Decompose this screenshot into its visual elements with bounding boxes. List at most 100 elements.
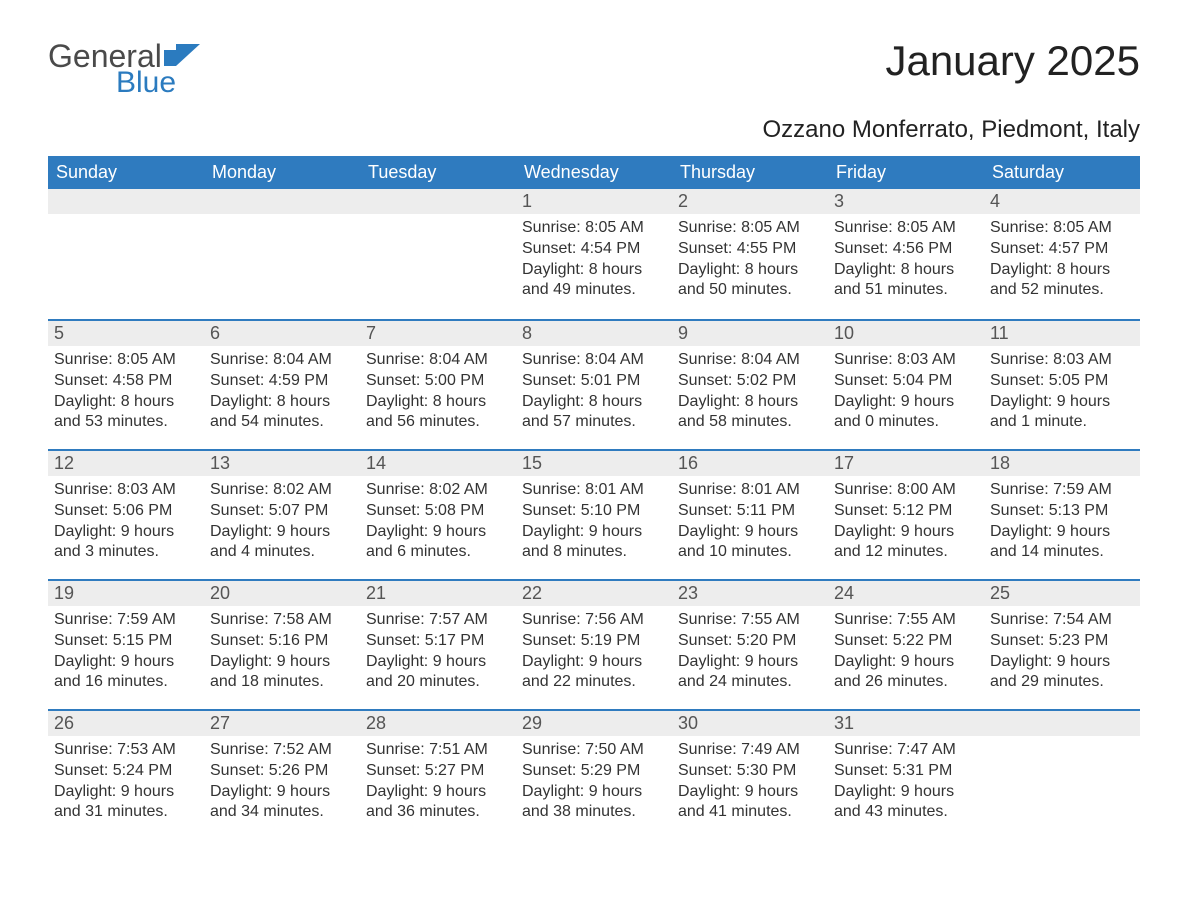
calendar-day-cell: 15Sunrise: 8:01 AMSunset: 5:10 PMDayligh… — [516, 449, 672, 579]
sunset-text: Sunset: 5:00 PM — [366, 371, 510, 392]
calendar-day-cell: 12Sunrise: 8:03 AMSunset: 5:06 PMDayligh… — [48, 449, 204, 579]
daylight1-text: Daylight: 9 hours — [834, 392, 978, 413]
sunset-text: Sunset: 4:59 PM — [210, 371, 354, 392]
calendar-day-cell: 6Sunrise: 8:04 AMSunset: 4:59 PMDaylight… — [204, 319, 360, 449]
sunset-text: Sunset: 5:02 PM — [678, 371, 822, 392]
sunrise-text: Sunrise: 7:56 AM — [522, 610, 666, 631]
sunrise-text: Sunrise: 8:05 AM — [54, 350, 198, 371]
day-details: Sunrise: 7:55 AMSunset: 5:20 PMDaylight:… — [672, 606, 828, 701]
calendar-day-cell: 1Sunrise: 8:05 AMSunset: 4:54 PMDaylight… — [516, 189, 672, 319]
day-details: Sunrise: 8:05 AMSunset: 4:54 PMDaylight:… — [516, 214, 672, 309]
day-number: 12 — [48, 449, 204, 476]
day-details: Sunrise: 7:52 AMSunset: 5:26 PMDaylight:… — [204, 736, 360, 831]
day-details: Sunrise: 7:54 AMSunset: 5:23 PMDaylight:… — [984, 606, 1140, 701]
sunrise-text: Sunrise: 8:05 AM — [990, 218, 1134, 239]
daylight2-text: and 4 minutes. — [210, 542, 354, 563]
day-number: 16 — [672, 449, 828, 476]
day-details: Sunrise: 7:50 AMSunset: 5:29 PMDaylight:… — [516, 736, 672, 831]
sunrise-text: Sunrise: 7:57 AM — [366, 610, 510, 631]
day-details: Sunrise: 8:04 AMSunset: 5:01 PMDaylight:… — [516, 346, 672, 441]
day-number: 29 — [516, 709, 672, 736]
calendar-day-cell: 4Sunrise: 8:05 AMSunset: 4:57 PMDaylight… — [984, 189, 1140, 319]
day-number: 30 — [672, 709, 828, 736]
daylight2-text: and 1 minute. — [990, 412, 1134, 433]
daylight1-text: Daylight: 8 hours — [678, 392, 822, 413]
daylight2-text: and 0 minutes. — [834, 412, 978, 433]
daylight1-text: Daylight: 9 hours — [990, 652, 1134, 673]
calendar-day-cell: 3Sunrise: 8:05 AMSunset: 4:56 PMDaylight… — [828, 189, 984, 319]
day-number: 7 — [360, 319, 516, 346]
daylight1-text: Daylight: 9 hours — [834, 652, 978, 673]
sunset-text: Sunset: 5:30 PM — [678, 761, 822, 782]
sunset-text: Sunset: 5:31 PM — [834, 761, 978, 782]
day-number — [984, 709, 1140, 736]
calendar-day-cell: 5Sunrise: 8:05 AMSunset: 4:58 PMDaylight… — [48, 319, 204, 449]
calendar-day-cell: 23Sunrise: 7:55 AMSunset: 5:20 PMDayligh… — [672, 579, 828, 709]
daylight1-text: Daylight: 8 hours — [210, 392, 354, 413]
day-details: Sunrise: 8:02 AMSunset: 5:08 PMDaylight:… — [360, 476, 516, 571]
sunset-text: Sunset: 5:01 PM — [522, 371, 666, 392]
sunset-text: Sunset: 5:20 PM — [678, 631, 822, 652]
sunset-text: Sunset: 5:15 PM — [54, 631, 198, 652]
daylight2-text: and 43 minutes. — [834, 802, 978, 823]
sunset-text: Sunset: 5:11 PM — [678, 501, 822, 522]
daylight1-text: Daylight: 9 hours — [990, 392, 1134, 413]
daylight1-text: Daylight: 9 hours — [210, 782, 354, 803]
daylight2-text: and 29 minutes. — [990, 672, 1134, 693]
daylight1-text: Daylight: 9 hours — [366, 782, 510, 803]
daylight2-text: and 57 minutes. — [522, 412, 666, 433]
daylight2-text: and 56 minutes. — [366, 412, 510, 433]
calendar-day-cell: 25Sunrise: 7:54 AMSunset: 5:23 PMDayligh… — [984, 579, 1140, 709]
sunset-text: Sunset: 5:23 PM — [990, 631, 1134, 652]
sunset-text: Sunset: 5:27 PM — [366, 761, 510, 782]
day-number: 11 — [984, 319, 1140, 346]
day-details: Sunrise: 7:55 AMSunset: 5:22 PMDaylight:… — [828, 606, 984, 701]
day-details: Sunrise: 8:04 AMSunset: 5:00 PMDaylight:… — [360, 346, 516, 441]
daylight2-text: and 51 minutes. — [834, 280, 978, 301]
sunset-text: Sunset: 5:24 PM — [54, 761, 198, 782]
day-details: Sunrise: 7:59 AMSunset: 5:13 PMDaylight:… — [984, 476, 1140, 571]
day-details: Sunrise: 8:04 AMSunset: 5:02 PMDaylight:… — [672, 346, 828, 441]
logo-mark — [162, 44, 202, 68]
daylight2-text: and 52 minutes. — [990, 280, 1134, 301]
day-details: Sunrise: 7:53 AMSunset: 5:24 PMDaylight:… — [48, 736, 204, 831]
calendar-day-cell: 24Sunrise: 7:55 AMSunset: 5:22 PMDayligh… — [828, 579, 984, 709]
daylight1-text: Daylight: 9 hours — [366, 652, 510, 673]
day-number — [360, 189, 516, 214]
daylight1-text: Daylight: 9 hours — [678, 652, 822, 673]
day-number: 22 — [516, 579, 672, 606]
daylight1-text: Daylight: 9 hours — [678, 782, 822, 803]
day-details: Sunrise: 7:59 AMSunset: 5:15 PMDaylight:… — [48, 606, 204, 701]
sunset-text: Sunset: 5:04 PM — [834, 371, 978, 392]
daylight1-text: Daylight: 9 hours — [54, 782, 198, 803]
sunset-text: Sunset: 5:10 PM — [522, 501, 666, 522]
daylight1-text: Daylight: 9 hours — [678, 522, 822, 543]
calendar-day-cell: 19Sunrise: 7:59 AMSunset: 5:15 PMDayligh… — [48, 579, 204, 709]
sunrise-text: Sunrise: 7:51 AM — [366, 740, 510, 761]
daylight1-text: Daylight: 9 hours — [210, 652, 354, 673]
calendar-day-cell: 18Sunrise: 7:59 AMSunset: 5:13 PMDayligh… — [984, 449, 1140, 579]
calendar-day-cell: 29Sunrise: 7:50 AMSunset: 5:29 PMDayligh… — [516, 709, 672, 839]
sunrise-text: Sunrise: 8:03 AM — [990, 350, 1134, 371]
daylight2-text: and 26 minutes. — [834, 672, 978, 693]
sunrise-text: Sunrise: 8:04 AM — [366, 350, 510, 371]
day-details — [48, 214, 204, 294]
calendar-day-cell — [48, 189, 204, 319]
daylight2-text: and 31 minutes. — [54, 802, 198, 823]
daylight1-text: Daylight: 8 hours — [834, 260, 978, 281]
calendar-day-cell: 27Sunrise: 7:52 AMSunset: 5:26 PMDayligh… — [204, 709, 360, 839]
day-number: 8 — [516, 319, 672, 346]
sunrise-text: Sunrise: 7:58 AM — [210, 610, 354, 631]
calendar-week-row: 26Sunrise: 7:53 AMSunset: 5:24 PMDayligh… — [48, 709, 1140, 839]
daylight2-text: and 10 minutes. — [678, 542, 822, 563]
day-details: Sunrise: 8:05 AMSunset: 4:56 PMDaylight:… — [828, 214, 984, 309]
day-number: 2 — [672, 189, 828, 214]
sunset-text: Sunset: 5:13 PM — [990, 501, 1134, 522]
sunrise-text: Sunrise: 7:50 AM — [522, 740, 666, 761]
day-details: Sunrise: 8:05 AMSunset: 4:57 PMDaylight:… — [984, 214, 1140, 309]
daylight1-text: Daylight: 9 hours — [366, 522, 510, 543]
day-number: 1 — [516, 189, 672, 214]
sunset-text: Sunset: 5:07 PM — [210, 501, 354, 522]
sunrise-text: Sunrise: 7:59 AM — [54, 610, 198, 631]
daylight1-text: Daylight: 9 hours — [522, 782, 666, 803]
